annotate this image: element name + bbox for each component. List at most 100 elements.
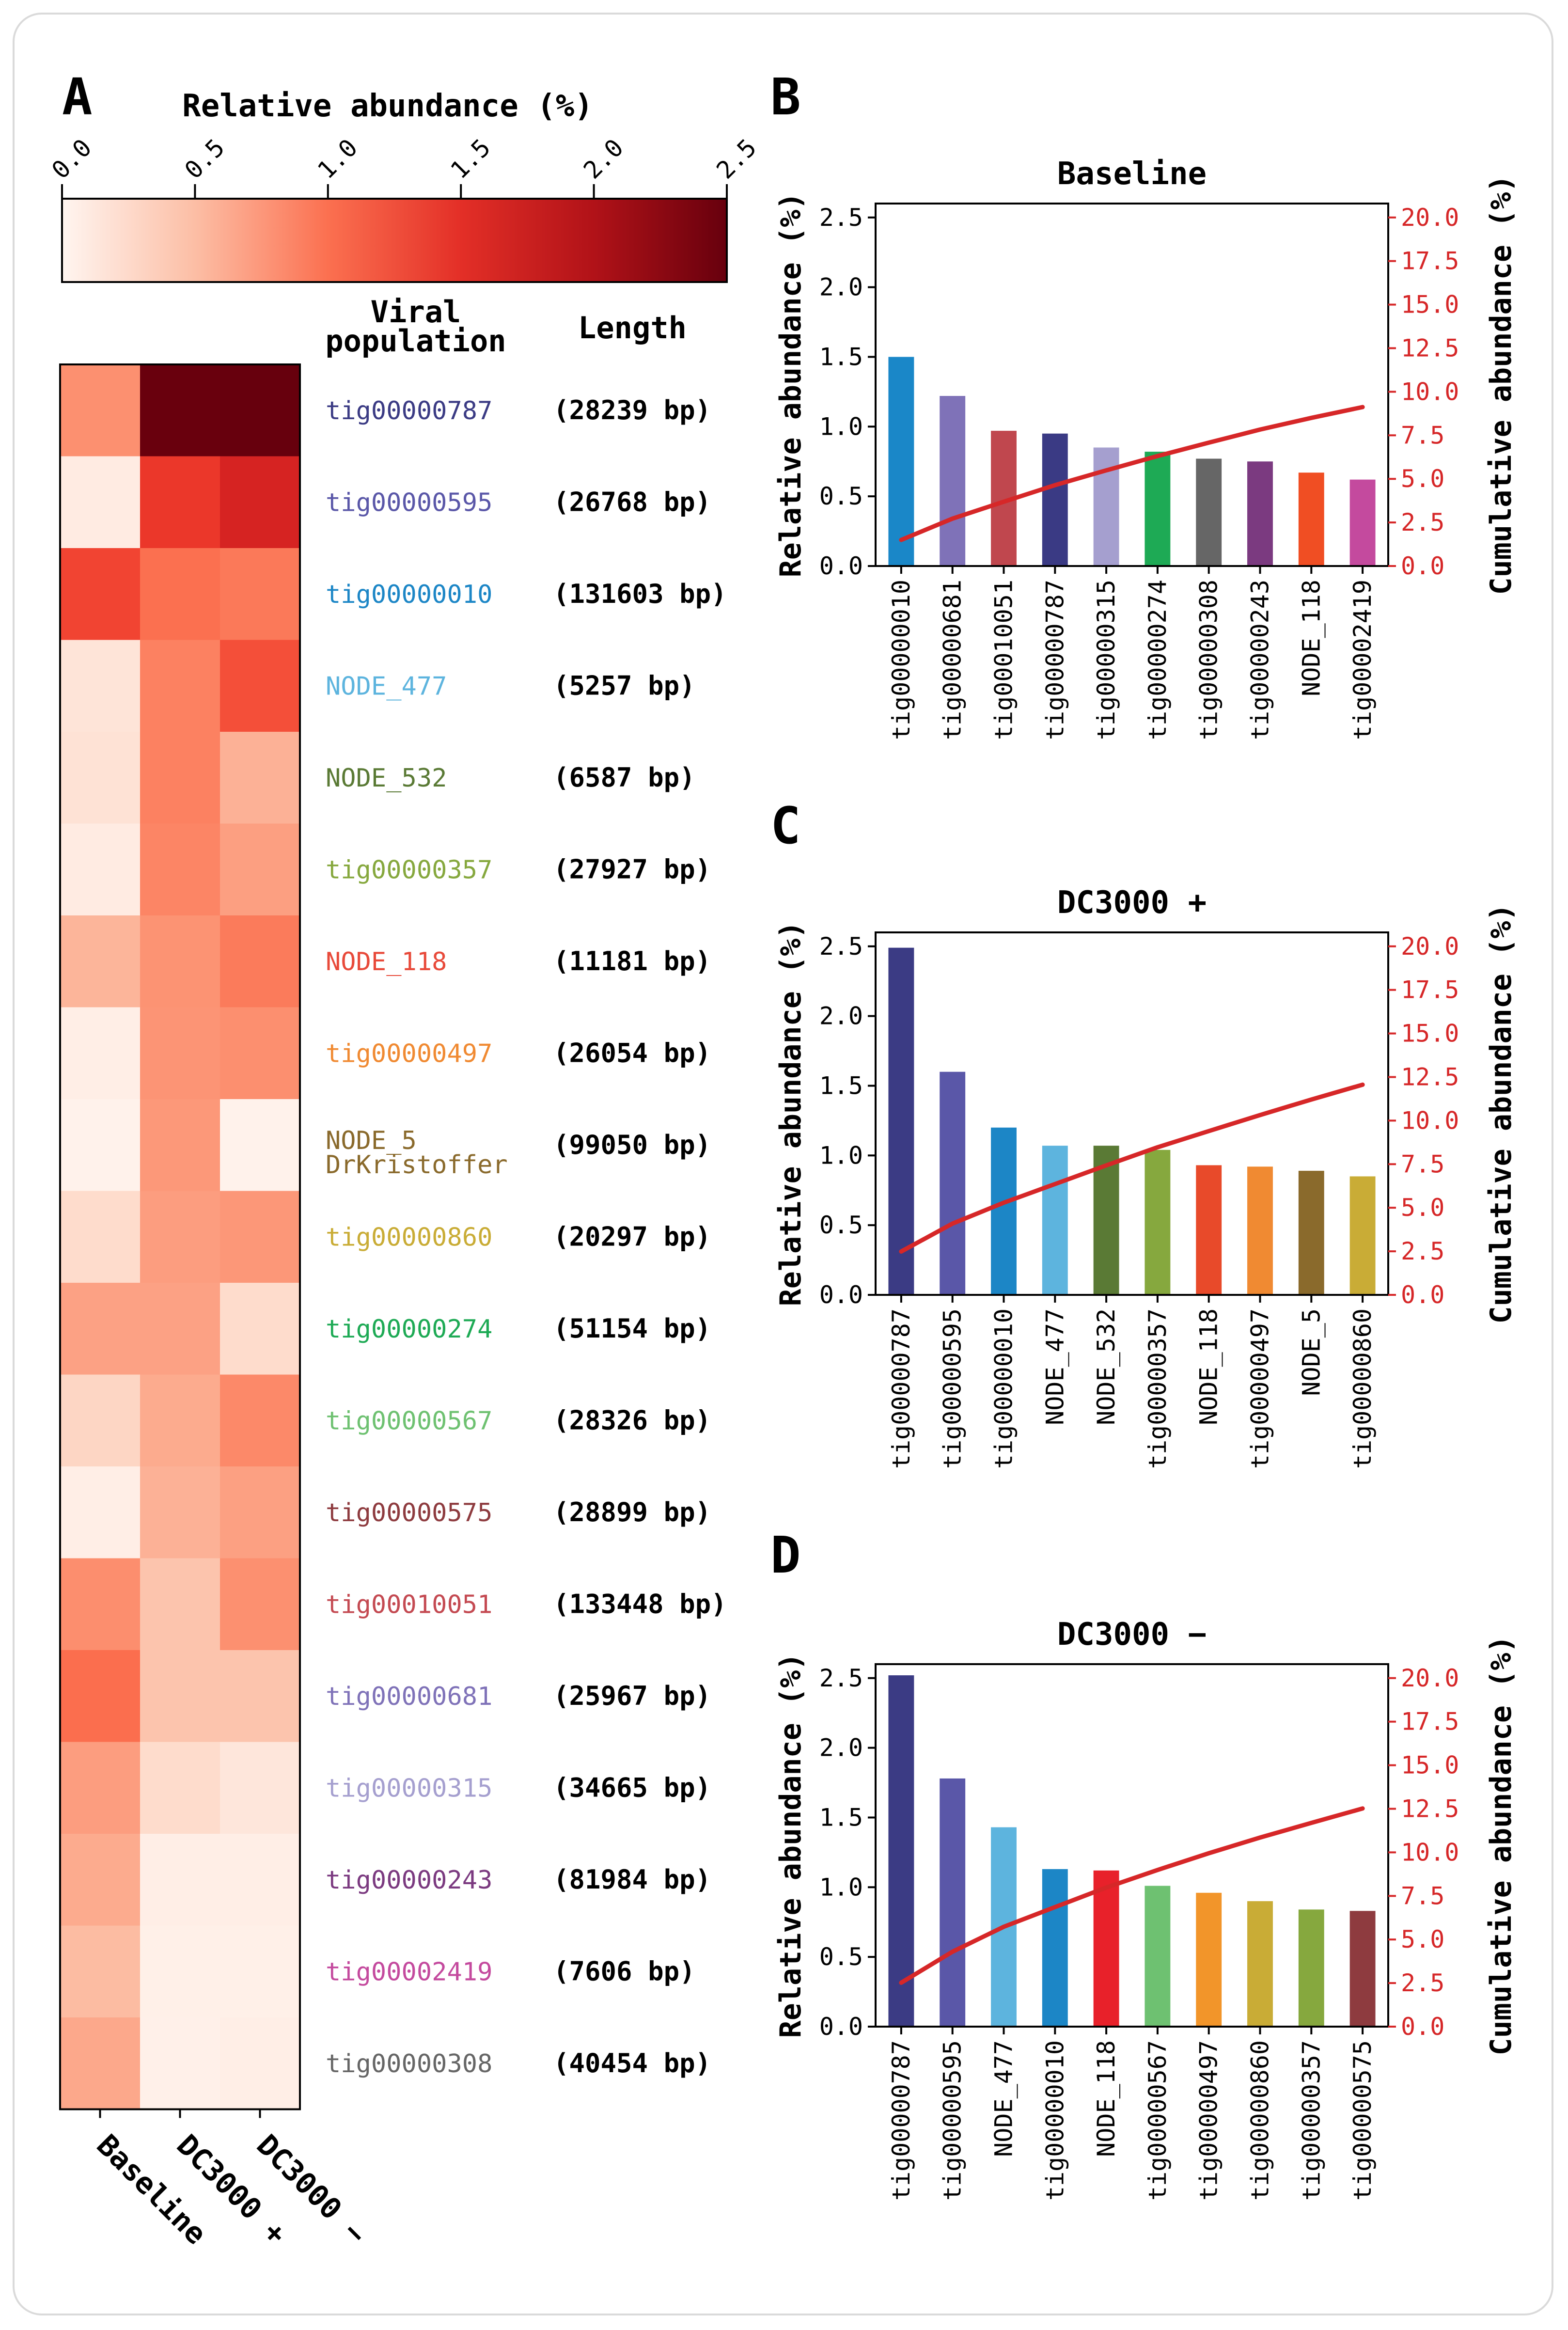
- panel-label-c: C: [770, 796, 801, 855]
- x-tick-label: NODE_118: [1297, 580, 1325, 696]
- heatmap-row-length: (11181 bp): [553, 946, 711, 976]
- heatmap-cell: [60, 1007, 141, 1100]
- bar: [1042, 433, 1068, 566]
- x-tick-label: tig00000787: [887, 1308, 915, 1469]
- heatmap-row-label: tig00002419: [326, 1957, 492, 1986]
- heatmap-row-label: tig00000274: [326, 1315, 492, 1344]
- colorbar-tick-label: 1.5: [445, 134, 496, 185]
- y-tick-label: 0.5: [819, 482, 863, 510]
- heatmap-row-label-extra: DrKristoffer: [326, 1150, 508, 1180]
- x-tick-label: tig00010051: [990, 580, 1018, 740]
- bar: [1145, 1886, 1171, 2027]
- plot-frame: [875, 1663, 1389, 2028]
- heatmap-cell: [60, 1925, 141, 2018]
- heatmap-cell: [220, 1925, 300, 2018]
- heatmap-row-label: NODE_5: [326, 1126, 417, 1155]
- x-tick-label: tig00000787: [1041, 580, 1069, 740]
- heatmap-row-label: tig00010051: [326, 1590, 492, 1619]
- x-tick-label: tig00000497: [1246, 1308, 1274, 1469]
- y-tick-label: 2.5: [819, 204, 863, 232]
- heatmap-row-label: NODE_118: [326, 947, 447, 976]
- heatmap-cell: [140, 915, 220, 1008]
- heatmap-row-length: (20297 bp): [553, 1221, 711, 1252]
- header-length: Length: [578, 310, 687, 346]
- y-tick-label: 1.0: [819, 1141, 863, 1169]
- y2-tick-label: 0.0: [1401, 1281, 1444, 1309]
- cumulative-line: [899, 1806, 1365, 1985]
- x-tick-label: tig00000681: [939, 580, 967, 740]
- cumulative-line: [899, 1082, 1365, 1254]
- y2-tick-label: 15.0: [1401, 1751, 1459, 1779]
- heatmap-cell: [220, 1191, 300, 1283]
- plot-frame: [875, 931, 1389, 1296]
- plot-frame: [875, 203, 1389, 567]
- x-tick-label: NODE_532: [1092, 1308, 1120, 1425]
- x-tick-label: tig00000315: [1092, 580, 1120, 740]
- heatmap-cell: [140, 364, 220, 457]
- colorbar-title: Relative abundance (%): [182, 88, 593, 124]
- y2-tick-label: 17.5: [1401, 247, 1459, 275]
- colorbar-tick-label: 0.0: [46, 134, 97, 185]
- y-tick-label: 0.5: [819, 1943, 863, 1971]
- y-tick-label: 0.5: [819, 1211, 863, 1239]
- y2-tick-label: 2.5: [1401, 1237, 1444, 1265]
- x-tick-label: tig00000567: [1144, 2040, 1172, 2201]
- heatmap-row-label: tig00000575: [326, 1498, 492, 1527]
- y-axis-label: Relative abundance (%): [774, 921, 808, 1307]
- bar: [1145, 1149, 1171, 1295]
- heatmap-cell: [220, 1466, 300, 1559]
- colorbar-bar: [61, 198, 728, 283]
- bar: [1247, 1901, 1273, 2027]
- heatmap-cell: [60, 823, 141, 916]
- heatmap-cell: [60, 1283, 141, 1375]
- heatmap-cell: [140, 640, 220, 732]
- y-tick-label: 1.5: [819, 1071, 863, 1100]
- bar-chart-title: DC3000 +: [1057, 885, 1207, 921]
- heatmap-cell: [140, 2017, 220, 2110]
- y-tick-label: 1.0: [819, 1873, 863, 1901]
- heatmap-row-length: (26768 bp): [553, 487, 711, 517]
- heatmap-row-label: tig00000357: [326, 855, 492, 884]
- heatmap-row-label: tig00000308: [326, 2049, 492, 2078]
- heatmap-cell: [220, 823, 300, 916]
- bar: [991, 1127, 1017, 1295]
- y-tick-label: 2.5: [819, 932, 863, 960]
- bar: [1042, 1146, 1068, 1295]
- x-tick-label: tig00000595: [939, 1308, 967, 1469]
- heatmap-cell: [140, 456, 220, 549]
- heatmap-cell: [140, 823, 220, 916]
- bar-chart-title: Baseline: [1057, 156, 1207, 192]
- x-tick-label: NODE_118: [1092, 2040, 1120, 2157]
- x-tick-label: tig00000860: [1246, 2040, 1274, 2201]
- x-tick-label: tig00000860: [1348, 1308, 1377, 1469]
- bar-chart-title: DC3000 −: [1057, 1617, 1207, 1653]
- heatmap-cell: [60, 2017, 141, 2110]
- heatmap-row-label: NODE_477: [326, 672, 447, 701]
- x-tick-label: tig00000243: [1246, 580, 1274, 740]
- heatmap-row-length: (27927 bp): [553, 854, 711, 884]
- heatmap-cell: [220, 915, 300, 1008]
- y-axis-label: Relative abundance (%): [774, 192, 808, 578]
- heatmap-cell: [220, 1834, 300, 1926]
- bar: [1093, 447, 1119, 566]
- bar: [888, 357, 914, 566]
- x-tick-label: tig00000575: [1348, 2040, 1377, 2201]
- x-tick-label: tig00000274: [1144, 580, 1172, 740]
- heatmap-cell: [220, 1374, 300, 1467]
- heatmap-cell: [60, 1558, 141, 1651]
- y2-tick-label: 5.0: [1401, 1925, 1444, 1953]
- colorbar-tick-label: 2.5: [711, 134, 762, 185]
- y2-tick-label: 10.0: [1401, 378, 1459, 406]
- y-tick-label: 2.0: [819, 273, 863, 301]
- x-tick-label: tig00002419: [1348, 580, 1377, 740]
- heatmap-row-label: tig00000567: [326, 1406, 492, 1435]
- heatmap-row-length: (131603 bp): [553, 579, 727, 609]
- y2-tick-label: 20.0: [1401, 1664, 1459, 1692]
- x-tick-label: tig00000010: [990, 1308, 1018, 1469]
- bar: [940, 1071, 966, 1295]
- colorbar-tick-label: 1.0: [312, 134, 363, 185]
- bar: [888, 1675, 914, 2027]
- bar: [1093, 1870, 1119, 2027]
- colorbar: Relative abundance (%) 0.0 0.5 1.0 1.5 2.0 2.…: [46, 88, 762, 283]
- heatmap-row-length: (99050 bp): [553, 1130, 711, 1160]
